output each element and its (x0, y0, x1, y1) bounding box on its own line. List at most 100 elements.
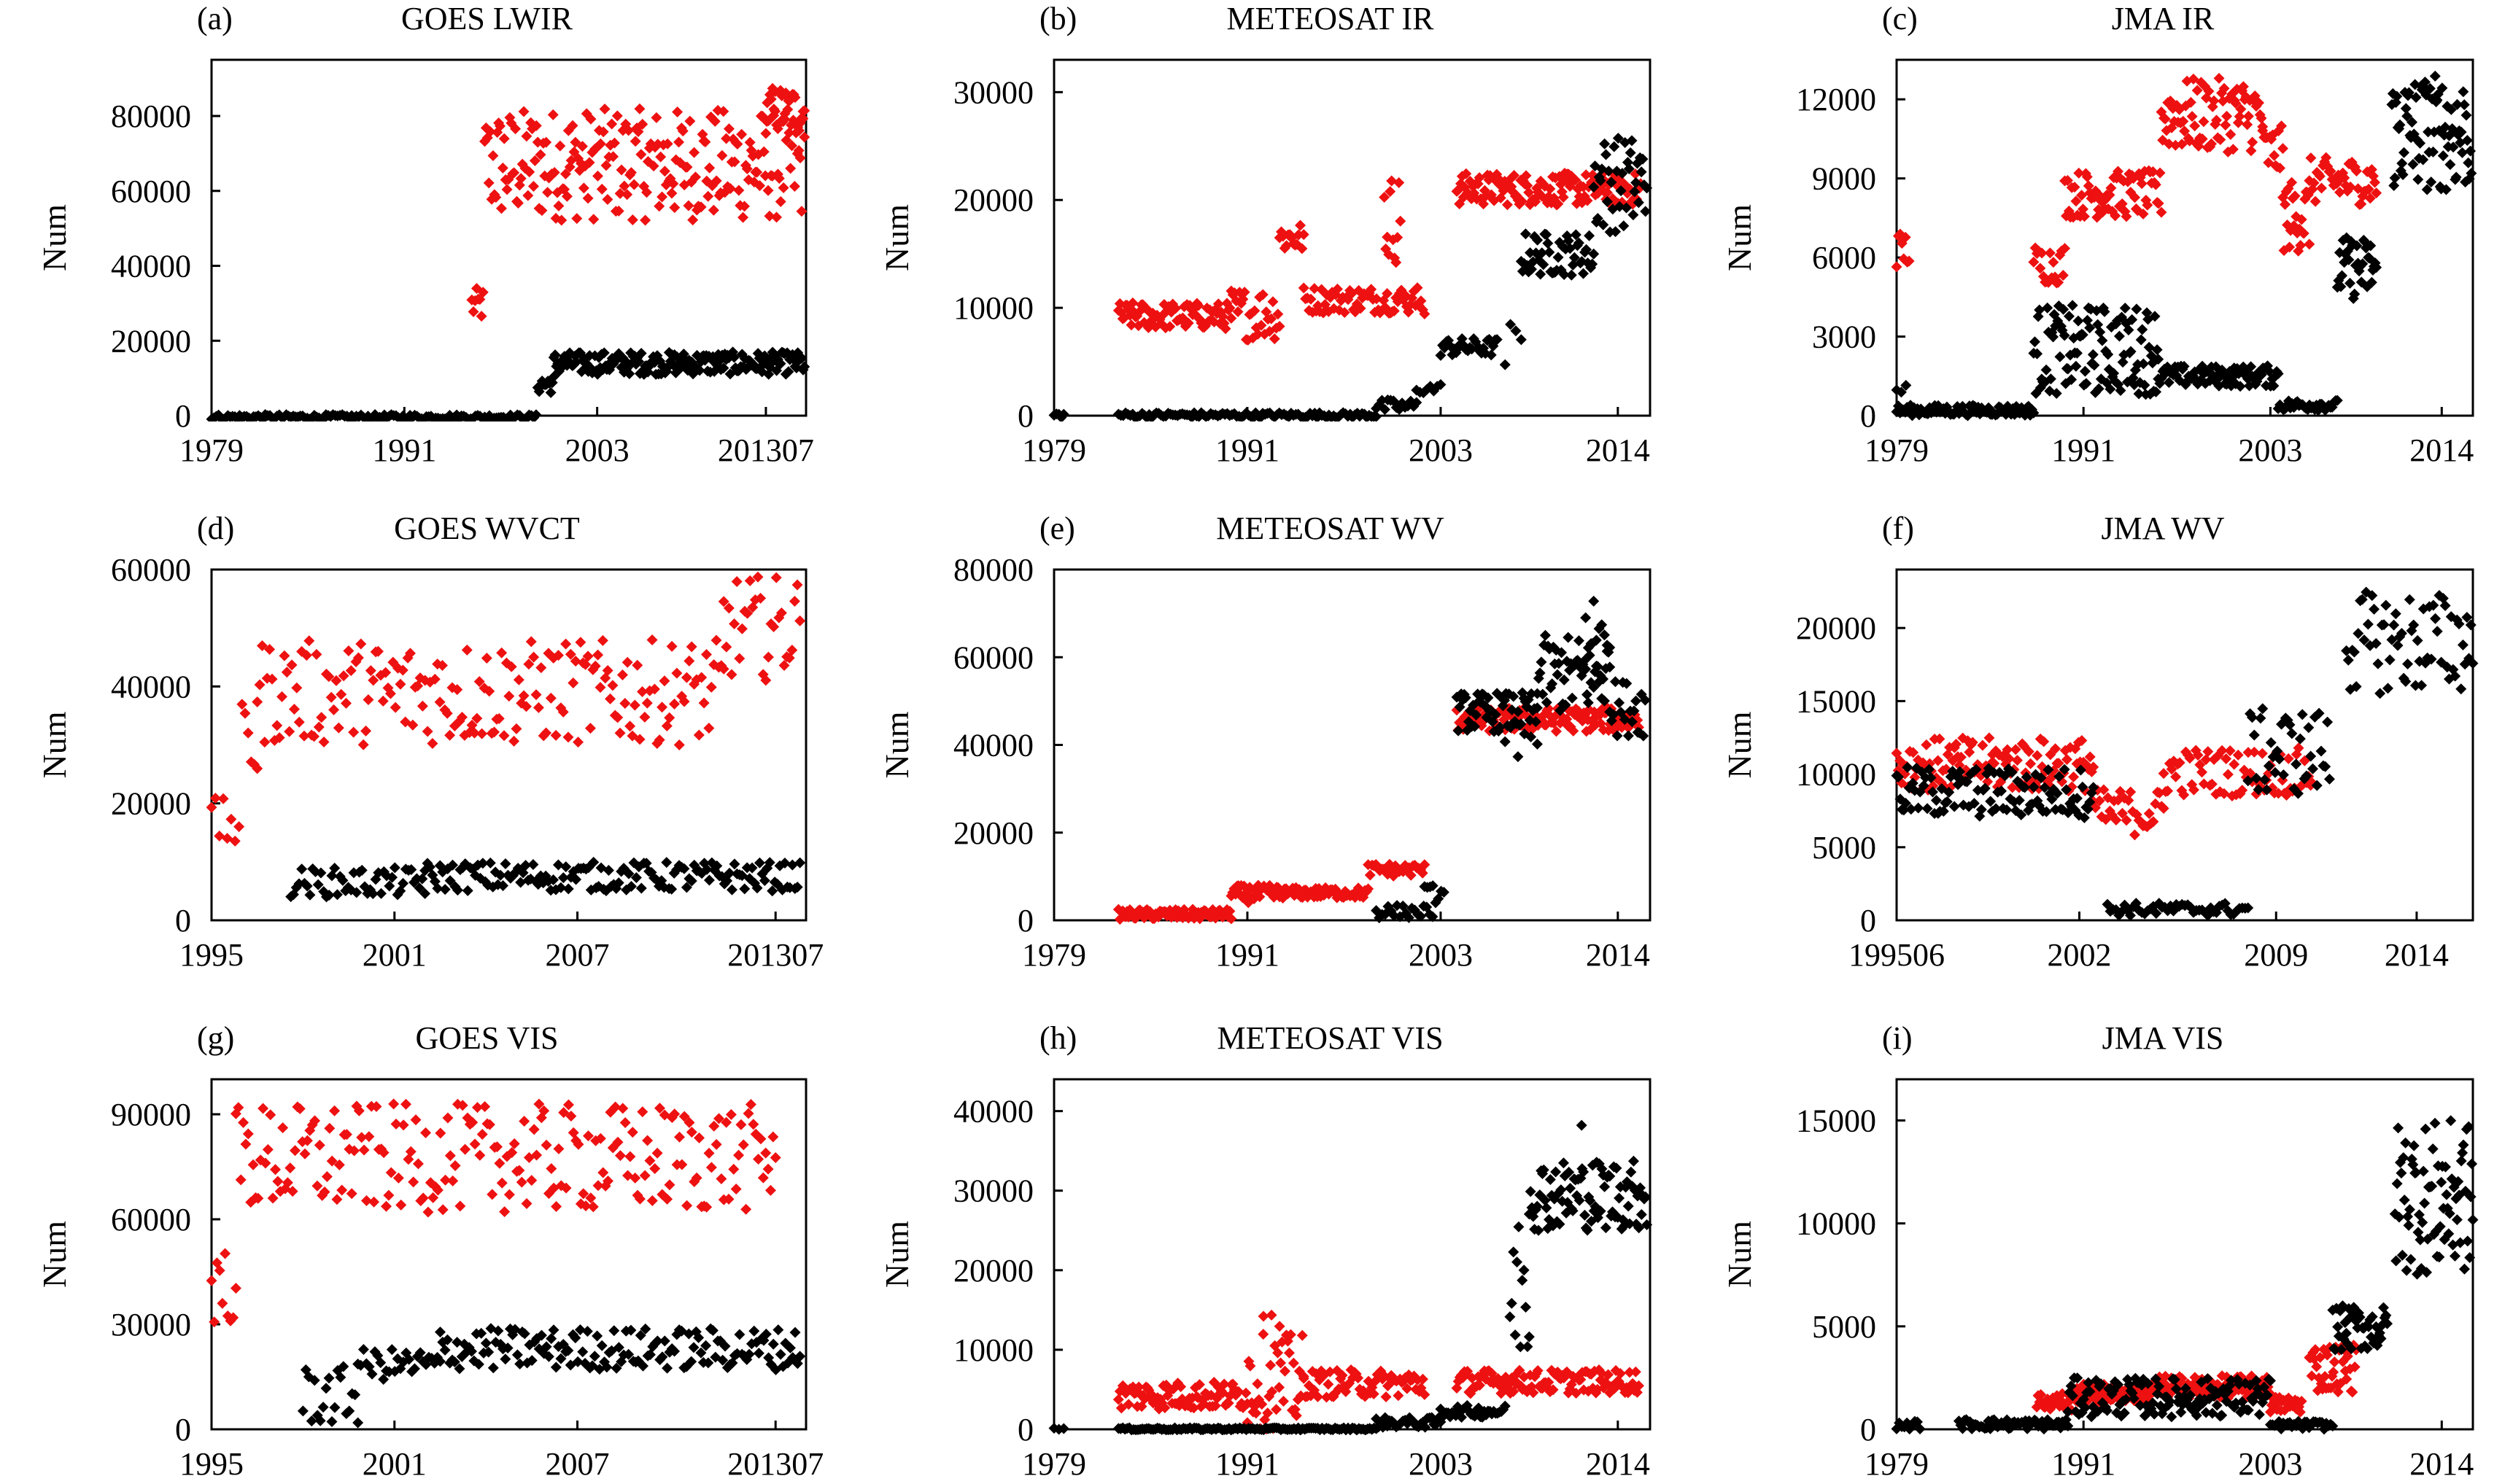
red-data-point (2229, 758, 2240, 770)
red-data-point (666, 640, 678, 652)
red-data-point (678, 1111, 690, 1122)
red-data-point (2104, 189, 2115, 201)
data-points (206, 82, 810, 421)
black-data-point (1579, 1209, 1590, 1221)
y-axis-label: Num (878, 204, 915, 271)
red-data-point (269, 1164, 281, 1176)
black-data-point (2465, 619, 2477, 631)
red-data-point (2158, 768, 2169, 780)
red-data-point (363, 1131, 375, 1143)
red-data-point (765, 93, 777, 105)
black-data-point (2356, 594, 2368, 605)
red-data-point (2176, 139, 2188, 150)
red-data-point (282, 1177, 293, 1189)
black-data-point (1534, 667, 1546, 679)
red-data-point (1339, 307, 1350, 319)
red-data-point (2025, 758, 2037, 769)
red-data-point (1126, 319, 1137, 331)
red-data-point (764, 210, 775, 222)
red-data-point (2125, 786, 2137, 798)
black-data-point (1525, 731, 1537, 742)
red-data-point (632, 659, 643, 671)
red-data-point (573, 737, 584, 748)
black-data-point (1541, 229, 1552, 241)
red-data-point (2350, 165, 2362, 176)
black-data-point (2133, 388, 2145, 400)
red-data-point (2282, 753, 2294, 764)
red-data-point (527, 180, 539, 192)
black-data-point (700, 1340, 712, 1351)
red-data-point (565, 1110, 577, 1122)
red-data-point (328, 704, 340, 715)
red-data-point (2340, 179, 2352, 191)
red-data-point (1392, 232, 1403, 244)
black-data-point (1629, 186, 1641, 198)
black-data-point (1499, 359, 1511, 370)
black-data-point (2263, 760, 2274, 772)
red-data-point (518, 106, 530, 117)
red-data-point (751, 166, 763, 178)
red-data-point (2038, 736, 2050, 747)
red-data-point (630, 136, 641, 147)
red-data-point (1601, 187, 1613, 198)
red-data-point (755, 1133, 767, 1145)
black-data-point (500, 858, 511, 870)
black-data-point (1948, 801, 1960, 812)
black-data-point (1895, 386, 1907, 398)
black-data-point (1578, 268, 1589, 279)
red-data-point (1379, 191, 1390, 203)
red-data-point (1934, 733, 1945, 745)
x-tick-label: 1979 (1022, 937, 1086, 973)
red-data-point (209, 793, 221, 804)
black-data-point (2390, 608, 2401, 620)
red-data-point (794, 615, 806, 626)
black-data-point (2421, 184, 2433, 195)
red-data-point (612, 1136, 624, 1148)
black-data-point (1614, 201, 1625, 212)
black-data-point (1535, 268, 1546, 280)
red-data-point (2332, 1386, 2344, 1398)
red-data-point (508, 1138, 520, 1149)
red-data-point (556, 214, 568, 226)
red-data-point (412, 1158, 424, 1170)
red-data-point (585, 1192, 597, 1204)
black-data-point (2051, 388, 2062, 400)
black-data-point (2128, 1393, 2140, 1405)
red-data-point (288, 703, 300, 715)
y-tick-label: 40000 (111, 249, 191, 284)
black-data-point (2303, 722, 2315, 734)
black-data-point (2099, 306, 2110, 317)
red-data-point (1570, 174, 1581, 186)
black-data-point (1630, 177, 1642, 189)
red-data-point (206, 801, 217, 813)
black-data-point (1555, 1184, 1567, 1196)
red-data-point (2232, 749, 2244, 761)
red-data-point (1225, 312, 1237, 324)
black-data-point (562, 1345, 574, 1356)
red-data-point (1218, 1378, 1230, 1390)
red-data-point (778, 113, 790, 125)
red-data-point (395, 678, 406, 690)
red-data-point (340, 697, 352, 709)
black-data-point (2374, 688, 2386, 699)
red-data-point (1170, 303, 1182, 314)
black-data-point (403, 1353, 415, 1365)
red-data-point (624, 720, 636, 732)
black-data-point (1598, 629, 1610, 641)
red-data-point (588, 214, 600, 225)
black-data-point (1610, 226, 1622, 238)
red-data-point (2347, 1386, 2358, 1398)
black-data-point (2071, 347, 2083, 359)
y-tick-label: 60000 (111, 174, 191, 209)
black-data-point (1927, 786, 1938, 798)
data-points (1891, 586, 2479, 921)
black-data-point (1905, 804, 1917, 815)
black-data-point (2371, 262, 2382, 273)
black-data-point (1595, 1205, 1606, 1217)
black-data-point (1420, 1421, 1431, 1433)
red-data-point (595, 138, 606, 149)
red-data-point (508, 167, 520, 179)
black-data-point (1954, 766, 1966, 777)
red-data-point (541, 727, 552, 739)
